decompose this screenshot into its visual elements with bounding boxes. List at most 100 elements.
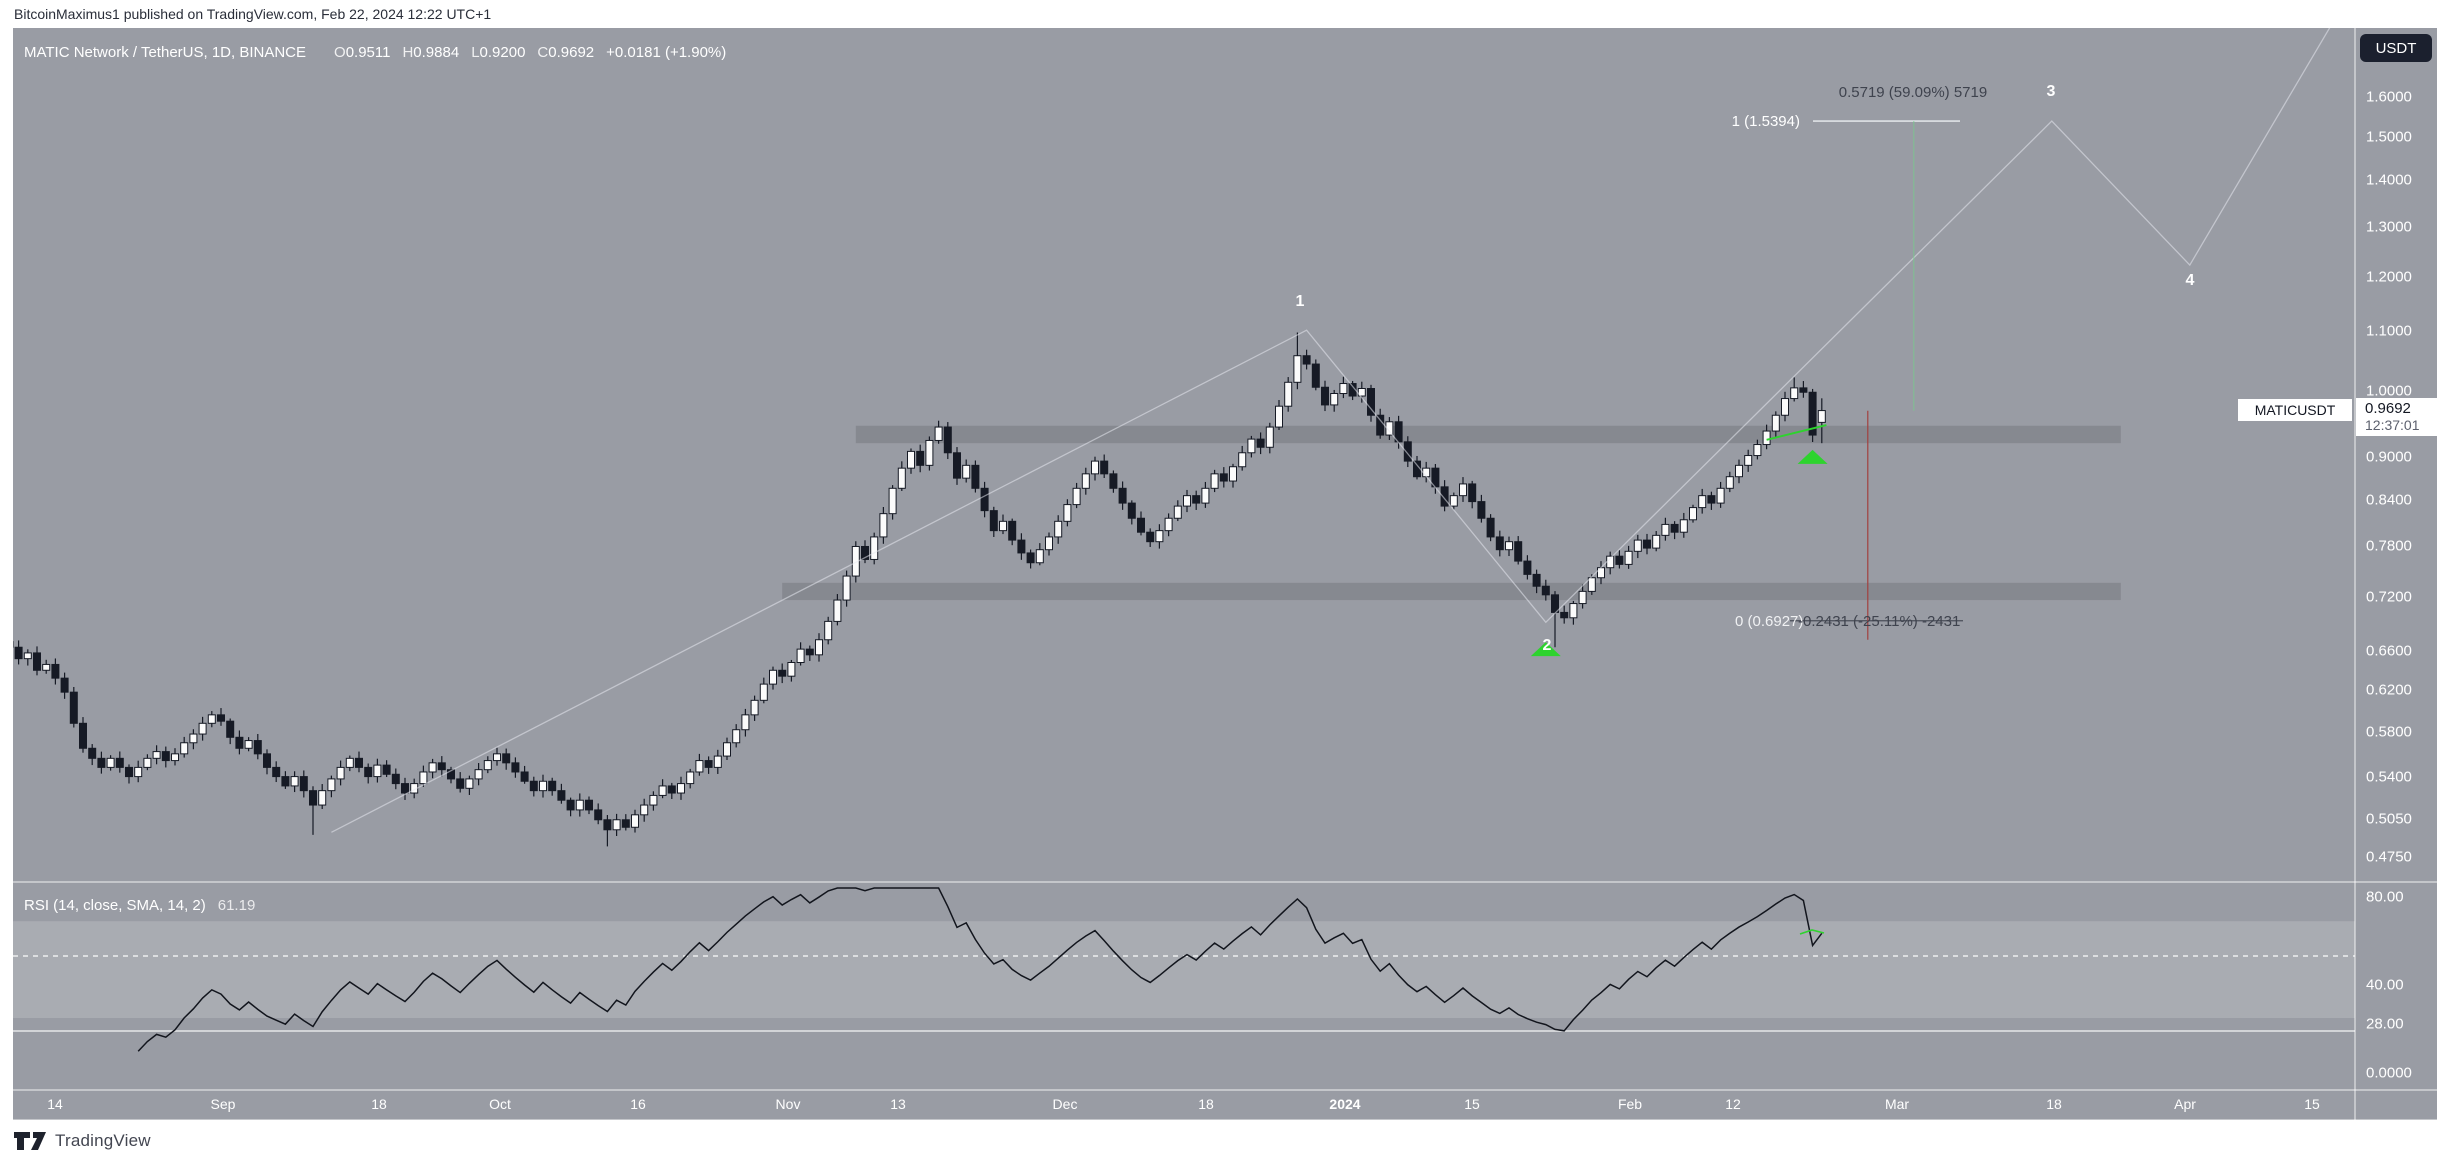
- time-tick-label: 13: [890, 1096, 906, 1112]
- candle-body: [180, 742, 189, 755]
- candle-body: [539, 780, 547, 792]
- wave-label-2[interactable]: 2: [1542, 637, 1552, 654]
- wave-label-4[interactable]: 4: [2185, 272, 2195, 289]
- candle-body: [999, 520, 1007, 532]
- price-tick-label: 0.8400: [2366, 491, 2412, 509]
- symbol-title: MATIC Network / TetherUS, 1D, BINANCE: [24, 44, 307, 61]
- price-tick-label: 1.5000: [2366, 128, 2412, 146]
- candle-body: [1725, 476, 1734, 489]
- candle-body: [1275, 405, 1283, 428]
- candle-body: [1284, 381, 1293, 407]
- candle-body: [1302, 355, 1311, 365]
- candle-body: [1201, 487, 1210, 504]
- ohlc-open-label: O: [334, 44, 346, 61]
- candle-body: [1541, 585, 1550, 596]
- price-tick-label: 0.5050: [2366, 810, 2412, 828]
- rsi-pane-content[interactable]: [13, 887, 2437, 1052]
- price-tick-label: 0.7200: [2366, 588, 2412, 606]
- rsi-value: 61.19: [217, 897, 256, 914]
- candle-body: [1256, 438, 1265, 448]
- quote-currency-badge[interactable]: USDT: [2360, 34, 2432, 62]
- elliott-wave-line: [331, 28, 2331, 833]
- time-tick-label: Sep: [210, 1096, 236, 1112]
- candle-body: [235, 736, 244, 749]
- candle-body: [888, 487, 897, 515]
- countdown-timer: 12:37:01: [2365, 417, 2420, 433]
- rsi-line: [137, 887, 1823, 1052]
- price-tick-label: 1.3000: [2366, 218, 2412, 236]
- fib-level-0-label[interactable]: 0 (0.6927): [1735, 613, 1804, 630]
- candle-body: [13, 641, 14, 648]
- candle-body: [272, 766, 281, 778]
- price-tick-label: 0.6200: [2366, 681, 2412, 699]
- candle-body: [1183, 495, 1191, 507]
- candle-body: [1164, 517, 1173, 532]
- ohlc-open-value: 0.9511: [345, 44, 391, 61]
- price-tick-label: 0.9000: [2366, 448, 2412, 466]
- candle-body: [1569, 603, 1578, 619]
- candle-body: [796, 648, 805, 664]
- rsi-tick-label: 0.0000: [2366, 1064, 2412, 1082]
- candle-body: [382, 764, 391, 775]
- candle-body: [1339, 383, 1348, 395]
- candle-body: [1781, 398, 1789, 416]
- candle-body: [161, 751, 170, 762]
- wave-label-3[interactable]: 3: [2046, 83, 2056, 100]
- candle-body: [1808, 391, 1817, 436]
- candle-body: [1744, 455, 1753, 466]
- candle-body: [851, 545, 860, 577]
- candle-body: [529, 780, 538, 792]
- wave-label-1[interactable]: 1: [1295, 293, 1305, 310]
- candle-body: [1633, 539, 1642, 552]
- candle-body: [787, 662, 796, 677]
- tradingview-logo-icon: [14, 1132, 46, 1150]
- candle-body: [1127, 502, 1136, 519]
- candle-body: [125, 766, 133, 778]
- chart-background: [13, 28, 2437, 1120]
- last-price-box[interactable]: 0.9692 12:37:01: [2356, 398, 2446, 436]
- candle-body: [1376, 414, 1385, 436]
- candle-body: [566, 799, 575, 811]
- candle-body: [502, 753, 511, 764]
- candle-body: [1459, 483, 1467, 497]
- buy-marker-triangle: [1530, 642, 1561, 657]
- candle-body: [658, 785, 667, 796]
- candle-body: [42, 663, 51, 671]
- price-pane[interactable]: [13, 28, 2355, 882]
- candle-body: [732, 729, 741, 744]
- symbol-legend: MATIC Network / TetherUS, 1D, BINANCE O0.…: [24, 44, 726, 61]
- candle-body: [134, 766, 143, 778]
- candle-body: [428, 762, 437, 773]
- candle-body: [1229, 466, 1237, 482]
- price-tick-label: 0.5400: [2366, 768, 2412, 786]
- candle-body: [1192, 495, 1201, 504]
- time-tick-label: Mar: [1884, 1096, 1910, 1112]
- price-tick-label: 1.0000: [2366, 382, 2412, 400]
- candle-body: [373, 764, 382, 778]
- fib-level-1-label[interactable]: 1 (1.5394): [1731, 113, 1800, 130]
- candle-body: [226, 720, 235, 738]
- rsi-signal-segment: [1799, 929, 1825, 935]
- symbol-price-axis-label: MATICUSDT: [2238, 399, 2352, 421]
- candle-body: [97, 757, 106, 768]
- tradingview-attribution[interactable]: TradingView: [14, 1131, 151, 1151]
- candle-body: [759, 683, 768, 701]
- candle-body: [1514, 541, 1523, 562]
- candle-body: [934, 426, 943, 441]
- candle-body: [1468, 483, 1477, 503]
- candle-body: [916, 450, 925, 466]
- ohlc-low-value: 0.9200: [479, 44, 526, 61]
- candle-body: [1495, 536, 1504, 551]
- candle-body: [1735, 464, 1743, 478]
- price-tick-label: 0.6600: [2366, 642, 2412, 660]
- candle-body: [603, 819, 612, 831]
- candle-body: [1219, 473, 1228, 482]
- candle-body: [1247, 438, 1256, 454]
- candle-body: [33, 652, 41, 671]
- candle-body: [1063, 504, 1072, 522]
- candle-body: [1311, 363, 1320, 388]
- candle-body: [1293, 355, 1302, 383]
- candle-body: [1689, 507, 1697, 521]
- candle-body: [106, 757, 115, 768]
